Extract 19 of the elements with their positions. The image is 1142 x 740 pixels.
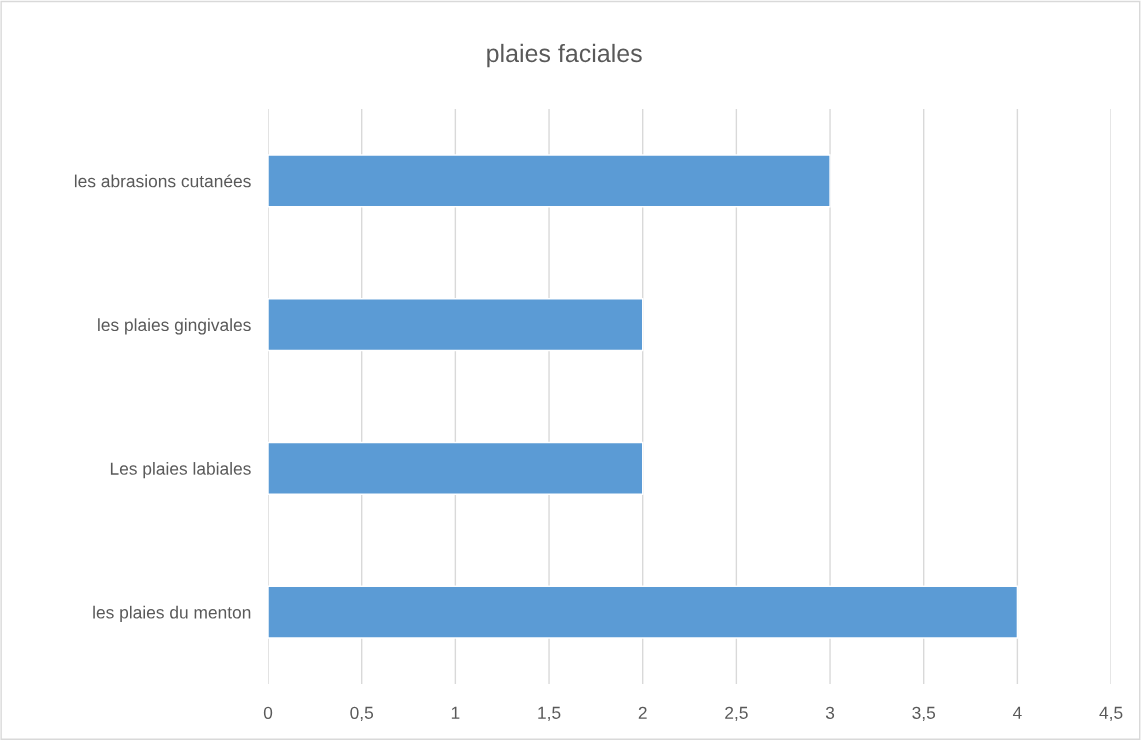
chart-title: plaies faciales [487, 43, 642, 68]
x-tick-label: 3 [825, 706, 835, 719]
x-tick-label: 4 [1012, 706, 1022, 719]
y-tick-label: Les plaies labiales [110, 462, 251, 479]
x-tick-label: 1,5 [538, 706, 561, 722]
x-tick-label: 1 [451, 706, 460, 719]
bar [268, 298, 644, 352]
bar [268, 585, 1019, 639]
x-tick-label: 2 [638, 706, 647, 719]
x-tick-label: 0 [263, 706, 273, 719]
x-tick-label: 4,5 [1099, 706, 1123, 722]
x-tick-label: 0,5 [350, 706, 374, 722]
bar [268, 154, 831, 208]
bar [268, 441, 644, 495]
y-tick-label: les plaies gingivales [98, 318, 251, 335]
x-tick-label: 2,5 [725, 706, 748, 722]
y-tick-label: les abrasions cutanées [74, 174, 251, 188]
x-tick-label: 3,5 [912, 706, 936, 722]
y-tick-label: les plaies du menton [93, 605, 251, 622]
